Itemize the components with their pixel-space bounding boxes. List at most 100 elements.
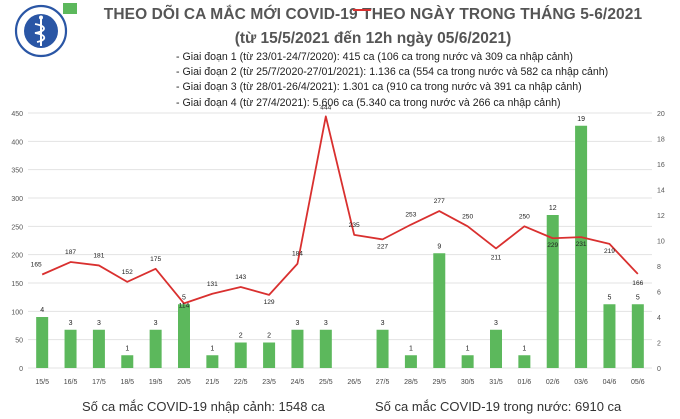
right-axis-tick-label: 8: [657, 264, 661, 271]
bar-value-label: 1: [125, 345, 129, 352]
legend-line-swatch: [353, 9, 371, 11]
period-4-summary: - Giai đoạn 4 (từ 27/4/2021): 5.606 ca (…: [176, 96, 561, 109]
right-axis-tick-label: 18: [657, 137, 665, 144]
bar-imported-cases: [64, 329, 77, 368]
bar-value-label: 9: [437, 243, 441, 250]
bar-value-label: 5: [608, 294, 612, 301]
x-axis-tick-label: 24/5: [291, 379, 305, 386]
line-value-label: 143: [235, 274, 246, 281]
bar-value-label: 2: [239, 333, 243, 340]
bar-imported-cases: [36, 317, 49, 368]
bar-imported-cases: [490, 329, 502, 368]
x-axis-tick-label: 21/5: [206, 379, 220, 386]
bar-imported-cases: [234, 342, 247, 368]
left-axis-tick-label: 400: [11, 139, 23, 146]
bar-value-label: 4: [40, 307, 44, 314]
bar-value-label: 12: [549, 205, 557, 212]
x-axis-tick-label: 25/5: [319, 379, 333, 386]
bar-value-label: 3: [69, 320, 73, 327]
x-axis-tick-label: 28/5: [404, 379, 418, 386]
line-value-label: 152: [122, 269, 133, 276]
left-axis-tick-label: 300: [11, 196, 23, 203]
line-value-label: 250: [519, 213, 530, 220]
line-value-label: 235: [349, 222, 360, 229]
legend-domestic-cases: Số ca mắc COVID-19 trong nước: 6910 ca: [375, 399, 622, 414]
bar-imported-cases: [206, 355, 219, 368]
bar-value-label: 1: [466, 345, 470, 352]
line-value-label: 250: [462, 213, 473, 220]
right-axis-tick-label: 10: [657, 239, 665, 246]
bar-imported-cases: [319, 329, 332, 368]
line-value-label: 253: [405, 212, 416, 219]
line-value-label: 227: [377, 243, 388, 250]
bar-imported-cases: [433, 253, 446, 368]
bar-value-label: 3: [97, 320, 101, 327]
bar-imported-cases: [263, 342, 276, 368]
x-axis-tick-label: 31/5: [489, 379, 503, 386]
line-value-label: 114: [179, 302, 190, 309]
bar-imported-cases: [121, 355, 134, 368]
right-axis-tick-label: 0: [657, 366, 661, 373]
legend-imported-cases: Số ca mắc COVID-19 nhập cảnh: 1548 ca: [82, 399, 325, 414]
bar-imported-cases: [404, 355, 417, 368]
bar-value-label: 1: [522, 345, 526, 352]
period-summary-list: - Giai đoạn 1 (từ 23/01-24/7/2020): 415 …: [176, 50, 608, 111]
bar-value-label: 5: [636, 294, 640, 301]
bar-value-label: 1: [210, 345, 214, 352]
bar-imported-cases: [376, 329, 389, 368]
line-value-label: 129: [264, 299, 275, 306]
left-axis-tick-label: 450: [11, 111, 23, 118]
bar-imported-cases: [461, 355, 474, 368]
line-value-label: 165: [31, 262, 42, 269]
x-axis-tick-label: 03/6: [574, 379, 588, 386]
bar-imported-cases: [575, 125, 588, 368]
x-axis-tick-label: 18/5: [120, 379, 134, 386]
line-value-label: 277: [434, 198, 445, 205]
left-axis-tick-label: 200: [11, 253, 23, 260]
x-axis-tick-label: 20/5: [177, 379, 191, 386]
line-value-label: 181: [93, 252, 104, 259]
x-axis-tick-label: 22/5: [234, 379, 248, 386]
bar-imported-cases: [603, 304, 616, 368]
legend-bar-swatch: [63, 3, 77, 14]
line-value-label: 166: [632, 280, 643, 287]
bar-imported-cases: [149, 329, 162, 368]
bar-value-label: 2: [267, 333, 271, 340]
line-domestic-cases: [41, 115, 639, 305]
x-axis-tick-label: 15/5: [35, 379, 49, 386]
chart-title: THEO DÕI CA MẮC MỚI COVID-19 THEO NGÀY T…: [103, 6, 643, 23]
x-axis-tick-label: 05/6: [631, 379, 645, 386]
right-axis-tick-label: 16: [657, 162, 665, 169]
x-axis-tick-label: 17/5: [92, 379, 106, 386]
period-3-summary: - Giai đoạn 3 (từ 28/01-26/4/2021): 1.30…: [176, 81, 582, 94]
x-axis-tick-label: 30/5: [461, 379, 475, 386]
bar-value-label: 3: [494, 320, 498, 327]
bar-imported-cases: [546, 215, 559, 368]
bar-value-label: 3: [324, 320, 328, 327]
bar-imported-cases: [291, 329, 304, 368]
period-2-summary: - Giai đoạn 2 (từ 25/7/2020-27/01/2021):…: [176, 66, 609, 79]
line-value-label: 219: [604, 248, 615, 255]
left-axis-tick-label: 0: [19, 366, 23, 373]
left-axis-tick-label: 100: [11, 309, 23, 316]
bar-value-label: 1: [409, 345, 413, 352]
bar-value-label: 3: [296, 320, 300, 327]
bar-imported-cases: [92, 329, 105, 368]
right-axis-tick-label: 2: [657, 341, 661, 348]
x-axis-tick-label: 01/6: [518, 379, 532, 386]
bar-value-label: 3: [381, 320, 385, 327]
right-axis-tick-label: 14: [657, 188, 665, 195]
bar-imported-cases: [631, 304, 644, 368]
line-value-label: 184: [292, 251, 303, 258]
line-value-label: 231: [576, 241, 587, 248]
right-axis-tick-label: 20: [657, 111, 665, 118]
bar-value-label: 5: [182, 294, 186, 301]
right-axis-tick-label: 12: [657, 213, 665, 220]
left-axis-tick-label: 250: [11, 224, 23, 231]
x-axis-tick-label: 04/6: [603, 379, 617, 386]
line-value-label: 175: [150, 256, 161, 263]
line-value-label: 211: [491, 254, 502, 261]
x-axis-tick-label: 26/5: [347, 379, 361, 386]
left-axis-tick-label: 50: [15, 338, 23, 345]
